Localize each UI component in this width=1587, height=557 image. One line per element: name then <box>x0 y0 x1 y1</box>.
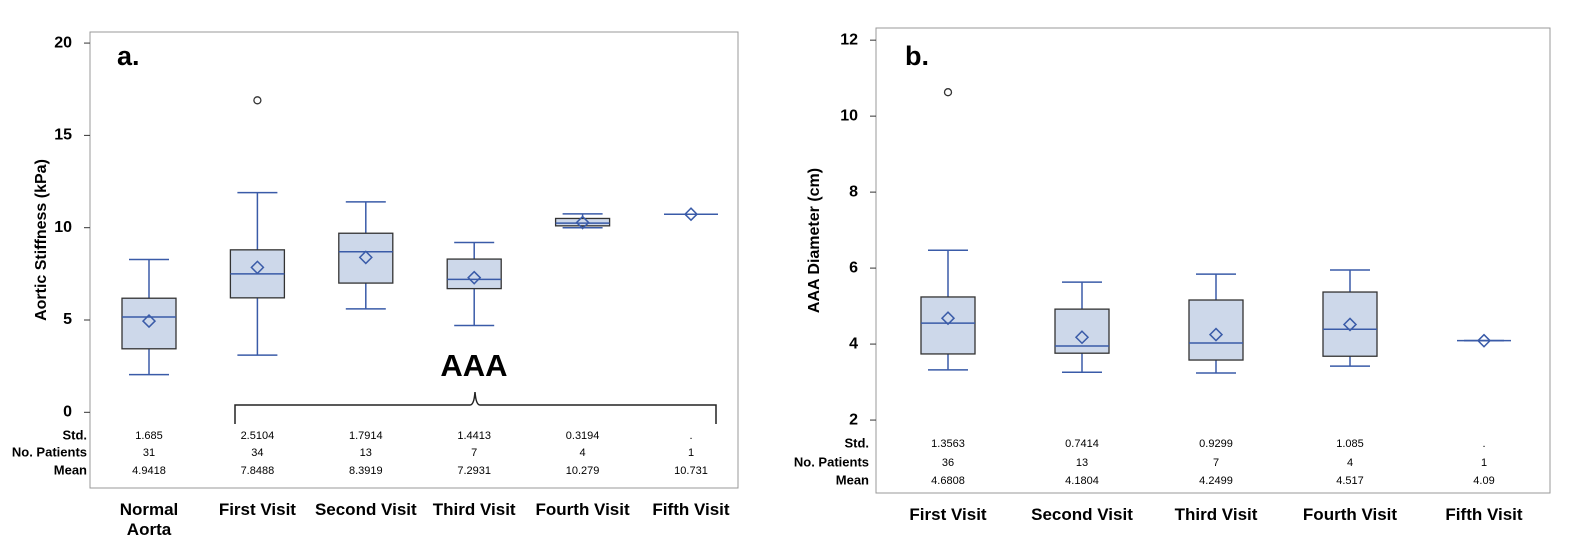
stat-row-label: Std. <box>844 435 869 450</box>
mean-marker <box>683 207 699 222</box>
mean-marker <box>1342 317 1358 332</box>
y-axis-title: AAA Diameter (cm) <box>806 168 823 313</box>
stat-row-label: Mean <box>836 472 869 487</box>
stat-value: 0.7414 <box>1065 438 1099 450</box>
y-axis-title: Aortic Stiffness (kPa) <box>33 159 50 321</box>
y-tick-label: 10 <box>54 219 72 236</box>
box <box>1322 291 1378 357</box>
stat-value: 1.3563 <box>931 438 965 450</box>
y-tick-label: 8 <box>849 183 858 200</box>
stat-value: 4 <box>580 447 586 459</box>
stat-value: 10.731 <box>674 465 708 477</box>
x-tick-label: Fourth Visit <box>1302 505 1398 524</box>
stat-value: 4.09 <box>1473 475 1494 487</box>
x-tick-label: Normal Aorta <box>119 500 179 539</box>
stat-value: 7.8488 <box>241 465 275 477</box>
y-tick-label: 20 <box>54 34 72 51</box>
mean-marker <box>940 311 956 326</box>
x-tick-label: First Visit <box>218 500 296 519</box>
mean-marker <box>575 215 590 230</box>
stat-value: 1 <box>1481 457 1487 469</box>
y-tick-label: 10 <box>840 107 858 124</box>
x-tick-label: Second Visit <box>1031 505 1133 524</box>
stat-value: 1.685 <box>135 430 163 442</box>
stat-value: 36 <box>942 457 954 469</box>
y-tick-label: 12 <box>840 31 858 48</box>
mean-marker <box>1476 333 1492 348</box>
box <box>1188 299 1244 361</box>
stat-value: . <box>1482 438 1485 450</box>
x-tick-label: First Visit <box>909 505 987 524</box>
mean-marker <box>250 260 265 275</box>
stat-value: 1.7914 <box>349 430 383 442</box>
stat-value: 7 <box>1213 457 1219 469</box>
stat-value: 0.9299 <box>1199 438 1233 450</box>
x-tick-label: Fifth Visit <box>652 500 730 519</box>
stat-value: 31 <box>143 447 155 459</box>
y-tick-label: 5 <box>63 311 72 328</box>
x-tick-label: Third Visit <box>1174 505 1258 524</box>
outlier <box>253 96 262 105</box>
mean-marker <box>1074 330 1090 345</box>
stat-row-label: Mean <box>54 462 87 477</box>
outlier <box>943 88 953 97</box>
y-tick-label: 2 <box>849 411 858 428</box>
box <box>554 217 611 227</box>
annotation: AAA <box>440 348 507 383</box>
box <box>920 296 976 355</box>
stat-value: 13 <box>1076 457 1088 469</box>
stat-value: 1.085 <box>1336 438 1364 450</box>
y-tick-label: 15 <box>54 127 72 144</box>
stat-row-label: No. Patients <box>12 444 87 459</box>
stat-row-label: No. Patients <box>794 454 869 469</box>
stat-value: 4.1804 <box>1065 475 1099 487</box>
stat-value: 4.9418 <box>132 465 166 477</box>
stat-value: 34 <box>251 447 263 459</box>
stat-value: 0.3194 <box>566 430 600 442</box>
x-tick-label: Second Visit <box>314 500 417 519</box>
x-tick-label: Third Visit <box>432 500 516 519</box>
stat-value: 4.6808 <box>931 475 965 487</box>
stat-value: 13 <box>360 447 372 459</box>
mean-marker <box>358 250 373 265</box>
y-tick-label: 4 <box>849 335 858 352</box>
mean-marker <box>1208 327 1224 342</box>
stat-value: 4.2499 <box>1199 475 1233 487</box>
box <box>121 297 177 350</box>
x-tick-label: Fourth Visit <box>535 500 630 519</box>
box <box>338 232 394 284</box>
stat-value: 1.4413 <box>457 430 491 442</box>
stat-value: 4 <box>1347 457 1353 469</box>
mean-marker <box>141 314 157 329</box>
stat-value: 7 <box>471 447 477 459</box>
stat-value: 1 <box>688 447 694 459</box>
mean-marker <box>467 270 482 285</box>
stat-row-label: Std. <box>62 427 87 442</box>
brace <box>234 391 717 424</box>
stat-value: 7.2931 <box>457 465 491 477</box>
stat-value: 8.3919 <box>349 465 383 477</box>
plot-frame <box>875 27 1551 494</box>
plot-frame <box>89 31 739 489</box>
y-tick-label: 0 <box>63 404 72 421</box>
panel-label: b. <box>905 41 929 71</box>
y-tick-label: 6 <box>849 259 858 276</box>
x-tick-label: Fifth Visit <box>1445 505 1523 524</box>
panel-label: a. <box>117 41 140 71</box>
stat-value: 2.5104 <box>241 430 275 442</box>
stat-value: . <box>689 430 692 442</box>
stat-value: 4.517 <box>1336 475 1364 487</box>
stat-value: 10.279 <box>566 465 600 477</box>
